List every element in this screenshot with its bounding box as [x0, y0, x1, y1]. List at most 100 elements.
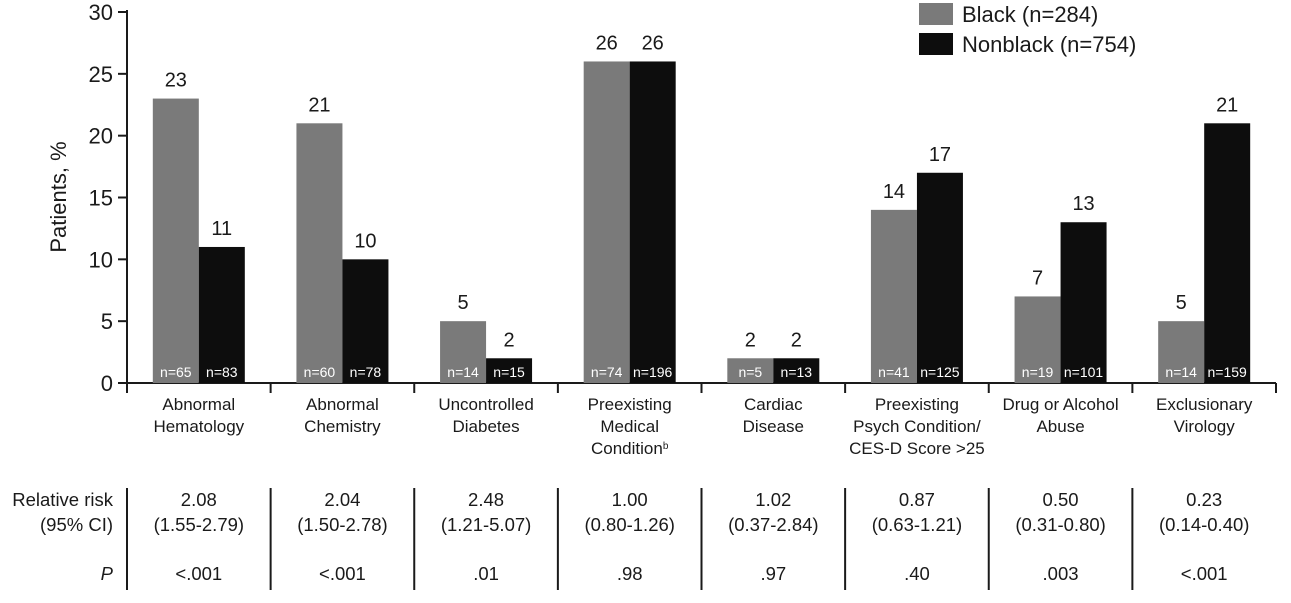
relative-risk-value: 2.04: [324, 489, 360, 510]
legend-label: Black (n=284): [962, 2, 1098, 27]
n-label: n=125: [920, 364, 960, 380]
y-tick-label: 10: [89, 247, 113, 272]
value-label: 10: [354, 230, 376, 252]
category-label: Virology: [1174, 417, 1236, 436]
relative-risk-value: 0.50: [1043, 489, 1079, 510]
category-label: Cardiac: [744, 395, 803, 414]
value-label: 2: [504, 329, 515, 351]
n-label: n=196: [633, 364, 673, 380]
category-label: Hematology: [153, 417, 244, 436]
ci-value: (0.80-1.26): [584, 514, 675, 535]
bar-nonblack: [198, 246, 245, 383]
n-label: n=14: [447, 364, 479, 380]
value-label: 13: [1072, 193, 1094, 215]
bar-nonblack: [916, 172, 963, 383]
value-label: 17: [929, 144, 951, 166]
value-label: 2: [791, 329, 802, 351]
ci-value: (0.63-1.21): [872, 514, 963, 535]
bar-black: [727, 358, 774, 383]
y-tick-label: 0: [101, 371, 113, 396]
value-label: 26: [642, 32, 664, 54]
bar-black: [296, 123, 343, 384]
n-label: n=14: [1165, 364, 1197, 380]
category-label: Preexisting: [875, 395, 959, 414]
relative-risk-value: 0.87: [899, 489, 935, 510]
ci-value: (0.14-0.40): [1159, 514, 1250, 535]
bar-nonblack: [773, 358, 820, 383]
bar-black: [583, 61, 630, 383]
y-tick-label: 5: [101, 309, 113, 334]
n-label: n=101: [1064, 364, 1104, 380]
value-label: 5: [1176, 292, 1187, 314]
category-label: Psych Condition/: [853, 417, 981, 436]
n-label: n=78: [350, 364, 382, 380]
p-value: .40: [904, 563, 930, 584]
category-label: Abnormal: [162, 395, 235, 414]
relative-risk-value: 2.08: [181, 489, 217, 510]
category-label: Uncontrolled: [438, 395, 533, 414]
row-label-relative-risk: Relative risk: [12, 489, 113, 510]
category-label: Chemistry: [304, 417, 381, 436]
bar-black: [870, 209, 917, 383]
relative-risk-value: 2.48: [468, 489, 504, 510]
p-value: .003: [1043, 563, 1079, 584]
n-label: n=74: [591, 364, 623, 380]
bar-black: [440, 321, 487, 383]
category-label: Exclusionary: [1156, 395, 1253, 414]
legend: Black (n=284) Nonblack (n=754): [919, 2, 1136, 57]
relative-risk-value: 0.23: [1186, 489, 1222, 510]
bar-nonblack: [1060, 222, 1107, 383]
footnote-marker: b: [663, 441, 669, 452]
n-label: n=13: [781, 364, 813, 380]
p-value: <.001: [1181, 563, 1228, 584]
value-label: 2: [745, 329, 756, 351]
y-tick-label: 20: [89, 124, 113, 149]
n-label: n=5: [738, 364, 762, 380]
n-label: n=15: [493, 364, 525, 380]
legend-label: Nonblack (n=754): [962, 32, 1136, 57]
category-label: Preexisting: [588, 395, 672, 414]
legend-swatch-nonblack: [919, 33, 953, 55]
category-label: Disease: [743, 417, 804, 436]
category-label: CES-D Score >25: [849, 439, 985, 458]
category-label: Conditionb: [591, 439, 669, 458]
category-label: Abnormal: [306, 395, 379, 414]
p-value: <.001: [175, 563, 222, 584]
ci-value: (1.21-5.07): [441, 514, 532, 535]
ci-value: (1.50-2.78): [297, 514, 388, 535]
y-axis-title: Patients, %: [46, 141, 71, 252]
n-label: n=41: [878, 364, 910, 380]
value-label: 23: [165, 70, 187, 92]
row-label-ci: (95% CI): [40, 514, 113, 535]
bar-nonblack: [342, 259, 389, 383]
n-label: n=19: [1022, 364, 1054, 380]
stats-table: 2.08 (1.55-2.79) <.001 2.04 (1.50-2.78) <.001…: [12, 488, 1249, 590]
legend-swatch-black: [919, 3, 953, 25]
ci-value: (0.31-0.80): [1015, 514, 1106, 535]
value-label: 21: [308, 94, 330, 116]
n-label: n=65: [160, 364, 192, 380]
p-value: .97: [760, 563, 786, 584]
bar-black: [152, 98, 199, 384]
category-label: Medical: [600, 417, 659, 436]
value-label: 21: [1216, 94, 1238, 116]
category-label: Abuse: [1036, 417, 1084, 436]
bars: [152, 61, 1251, 384]
bar-nonblack: [629, 61, 676, 383]
relative-risk-value: 1.02: [755, 489, 791, 510]
p-value: .01: [473, 563, 499, 584]
bar-nonblack: [1204, 123, 1251, 384]
bar-black: [1014, 296, 1061, 383]
value-label: 26: [596, 32, 618, 54]
y-tick-label: 25: [89, 62, 113, 87]
p-value: <.001: [319, 563, 366, 584]
relative-risk-value: 1.00: [612, 489, 648, 510]
n-label: n=159: [1208, 364, 1248, 380]
category-label: Drug or Alcohol: [1002, 395, 1118, 414]
y-tick-label: 30: [89, 0, 113, 25]
row-label-p: P: [101, 563, 114, 584]
value-label: 14: [883, 181, 905, 203]
value-label: 11: [211, 218, 232, 240]
n-label: n=60: [304, 364, 336, 380]
